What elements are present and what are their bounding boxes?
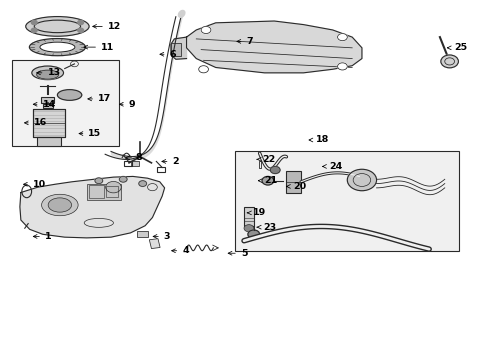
- Circle shape: [441, 55, 459, 68]
- Polygon shape: [171, 37, 187, 59]
- Text: 25: 25: [447, 43, 467, 52]
- Text: 3: 3: [153, 232, 171, 241]
- Text: 15: 15: [79, 129, 101, 138]
- Bar: [41, 97, 54, 103]
- Circle shape: [201, 26, 211, 33]
- Ellipse shape: [29, 39, 85, 56]
- Bar: [43, 104, 52, 108]
- Text: 8: 8: [126, 153, 142, 162]
- Circle shape: [248, 230, 260, 239]
- Circle shape: [347, 169, 376, 191]
- Circle shape: [244, 225, 254, 232]
- Ellipse shape: [42, 194, 78, 216]
- Circle shape: [139, 181, 147, 186]
- Ellipse shape: [40, 42, 75, 52]
- Bar: [12, 60, 119, 146]
- Text: 5: 5: [228, 249, 247, 258]
- Text: 6: 6: [160, 50, 176, 59]
- Bar: [124, 161, 132, 166]
- Text: 16: 16: [24, 118, 47, 127]
- Text: 12: 12: [93, 22, 121, 31]
- Text: 24: 24: [323, 162, 342, 171]
- Bar: [244, 207, 254, 226]
- Circle shape: [31, 28, 37, 32]
- Bar: [137, 231, 147, 237]
- Bar: [33, 109, 65, 137]
- Circle shape: [95, 178, 103, 184]
- Circle shape: [78, 20, 84, 24]
- Ellipse shape: [48, 198, 72, 212]
- Bar: [130, 161, 139, 166]
- Bar: [172, 43, 181, 56]
- Text: 9: 9: [120, 100, 135, 109]
- Circle shape: [338, 63, 347, 70]
- Circle shape: [338, 33, 347, 41]
- Ellipse shape: [32, 66, 64, 80]
- Circle shape: [270, 166, 280, 174]
- Bar: [37, 137, 61, 146]
- Text: 4: 4: [172, 246, 189, 255]
- Text: 18: 18: [309, 135, 330, 144]
- Circle shape: [199, 66, 208, 73]
- Text: 2: 2: [162, 157, 179, 166]
- Bar: [149, 239, 160, 249]
- Ellipse shape: [178, 10, 185, 17]
- Circle shape: [78, 28, 84, 32]
- Polygon shape: [187, 21, 362, 73]
- Bar: [287, 171, 301, 193]
- Text: 11: 11: [84, 42, 114, 51]
- Text: 7: 7: [237, 37, 253, 46]
- Ellipse shape: [37, 70, 59, 79]
- Text: 22: 22: [257, 155, 276, 164]
- Ellipse shape: [26, 17, 89, 36]
- Bar: [89, 185, 104, 198]
- Polygon shape: [20, 176, 165, 238]
- Text: 21: 21: [258, 176, 278, 185]
- Circle shape: [262, 176, 274, 185]
- Ellipse shape: [57, 90, 82, 100]
- Bar: [87, 184, 121, 200]
- Text: 19: 19: [247, 208, 266, 217]
- Text: 20: 20: [287, 182, 306, 191]
- Bar: [106, 186, 118, 197]
- Bar: [235, 152, 460, 251]
- Bar: [33, 109, 65, 137]
- Circle shape: [119, 176, 127, 182]
- Text: 14: 14: [33, 100, 56, 109]
- Text: 23: 23: [257, 222, 276, 231]
- Text: 17: 17: [88, 94, 111, 103]
- Text: 10: 10: [24, 180, 46, 189]
- Text: 1: 1: [33, 232, 51, 241]
- Text: 13: 13: [37, 68, 61, 77]
- Bar: [157, 167, 165, 172]
- Circle shape: [106, 181, 121, 193]
- Circle shape: [31, 20, 37, 24]
